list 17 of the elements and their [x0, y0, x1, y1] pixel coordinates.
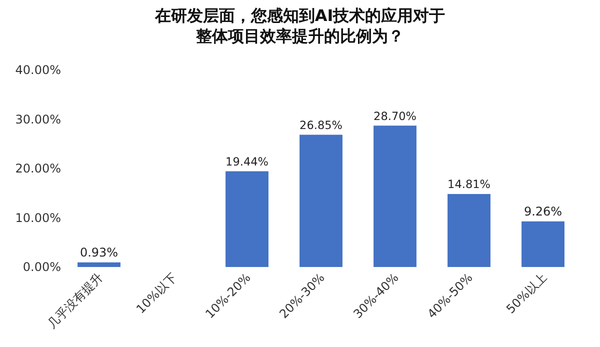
y-tick-label: 20.00%	[15, 162, 61, 176]
bar	[226, 171, 268, 267]
chart-title: 在研发层面，您感知到AI技术的应用对于整体项目效率提升的比例为？	[154, 6, 446, 46]
data-label: 19.44%	[226, 155, 269, 168]
data-label: 26.85%	[300, 118, 343, 132]
bar	[374, 126, 416, 267]
data-label: 0.93%	[80, 245, 118, 260]
y-tick-label: 30.00%	[15, 112, 61, 126]
data-label: 9.26%	[524, 204, 562, 218]
data-label: 28.70%	[374, 110, 417, 123]
bar	[78, 262, 120, 267]
y-tick-label: 40.00%	[15, 63, 61, 78]
data-label: 14.81%	[448, 178, 491, 192]
bar	[522, 221, 564, 267]
y-tick-label: 10.00%	[15, 210, 61, 225]
bar	[300, 134, 342, 267]
bar	[448, 194, 490, 267]
